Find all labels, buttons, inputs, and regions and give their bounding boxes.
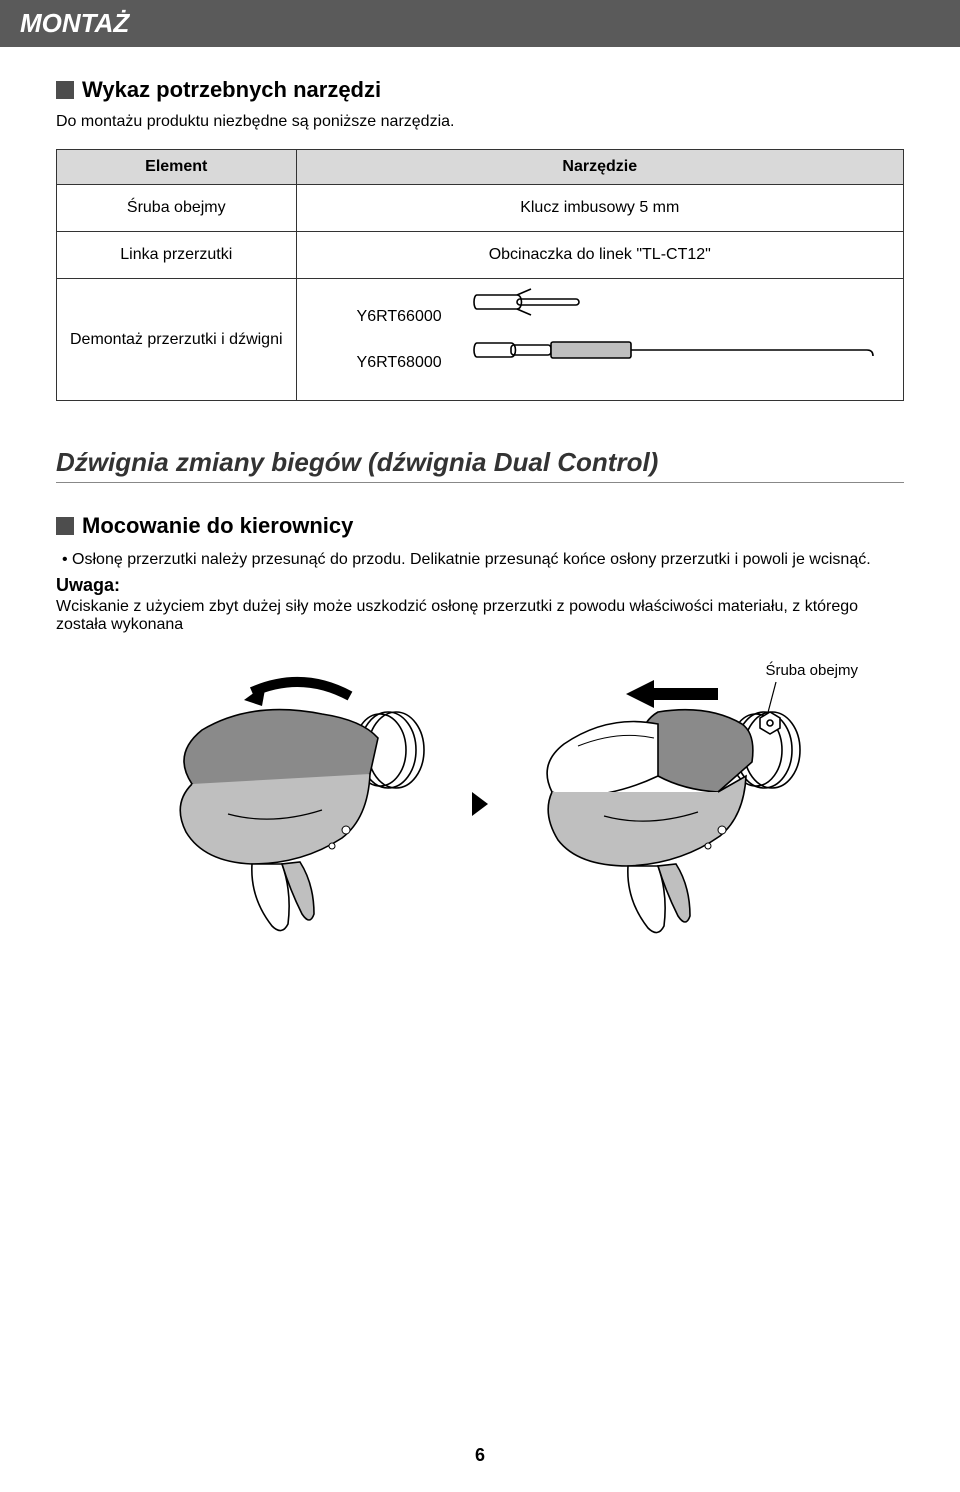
note-label: Uwaga: [56, 575, 904, 596]
note-text: Wciskanie z użyciem zbyt dużej siły może… [56, 598, 904, 634]
section-tools-subtitle: Do montażu produktu niezbędne są poniższ… [56, 113, 904, 131]
page-number: 6 [0, 1445, 960, 1466]
table-row: Linka przerzutki Obcinaczka do linek "TL… [57, 232, 904, 279]
section-tools-title-text: Wykaz potrzebnych narzędzi [82, 77, 381, 103]
tools-table: Element Narzędzie Śruba obejmy Klucz imb… [56, 149, 904, 401]
tool-drawings-icon [467, 287, 887, 387]
cell-tool: Obcinaczka do linek "TL-CT12" [296, 232, 903, 279]
square-bullet-icon [56, 81, 74, 99]
lever-left-icon [132, 664, 452, 944]
cell-element: Linka przerzutki [57, 232, 297, 279]
label-sruba-obejmy: Śruba obejmy [765, 662, 858, 679]
section-mount-title: Mocowanie do kierownicy [56, 513, 904, 539]
header-title: MONTAŻ [20, 8, 129, 38]
bullet-text: • Osłonę przerzutki należy przesunąć do … [56, 551, 904, 569]
cell-element: Śruba obejmy [57, 185, 297, 232]
part-number: Y6RT66000 [357, 308, 442, 326]
cell-tool: Klucz imbusowy 5 mm [296, 185, 903, 232]
heading-dual-control: Dźwignia zmiany biegów (dźwignia Dual Co… [56, 447, 904, 483]
diagram-row: Śruba obejmy [56, 664, 904, 944]
section-tools-title: Wykaz potrzebnych narzędzi [56, 77, 904, 103]
square-bullet-icon [56, 517, 74, 535]
cell-element: Demontaż przerzutki i dźwigni [57, 279, 297, 401]
cell-partnums: Y6RT66000 Y6RT68000 [296, 279, 452, 401]
cell-tool-drawings [452, 279, 904, 401]
table-row: Śruba obejmy Klucz imbusowy 5 mm [57, 185, 904, 232]
th-element: Element [57, 150, 297, 185]
section-mount-title-text: Mocowanie do kierownicy [82, 513, 353, 539]
th-tool: Narzędzie [296, 150, 903, 185]
lever-diagram-left [132, 664, 452, 944]
lever-right-icon [508, 664, 828, 944]
page-content: Wykaz potrzebnych narzędzi Do montażu pr… [0, 77, 960, 944]
part-number: Y6RT68000 [357, 354, 442, 372]
table-row: Demontaż przerzutki i dźwigni Y6RT66000 … [57, 279, 904, 401]
lever-diagram-right: Śruba obejmy [508, 664, 828, 944]
sequence-arrow-icon [472, 792, 488, 816]
page-header: MONTAŻ [0, 0, 960, 47]
